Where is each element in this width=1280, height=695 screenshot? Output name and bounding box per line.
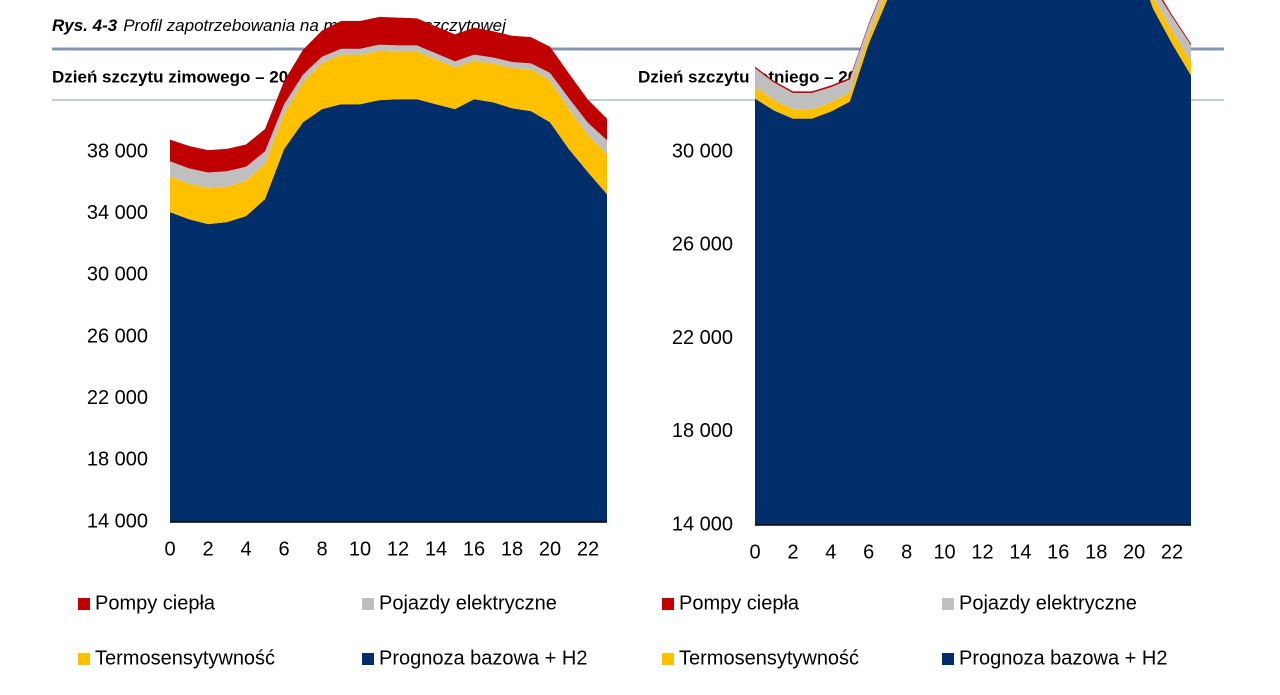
x-tick-label: 6 xyxy=(863,541,874,563)
y-tick-label: 26 000 xyxy=(87,325,148,347)
legend-swatch xyxy=(942,653,954,665)
x-tick-label: 22 xyxy=(577,538,599,560)
x-tick-label: 22 xyxy=(1161,541,1183,563)
x-tick-label: 18 xyxy=(501,538,523,560)
y-tick-label: 30 000 xyxy=(87,264,148,286)
x-tick-label: 20 xyxy=(539,538,561,560)
x-tick-label: 2 xyxy=(202,538,213,560)
legend-swatch xyxy=(662,653,674,665)
x-tick-label: 16 xyxy=(463,538,485,560)
legend-label: Pojazdy elektryczne xyxy=(959,592,1137,614)
x-tick-label: 14 xyxy=(425,538,447,560)
x-tick-label: 8 xyxy=(316,538,327,560)
x-tick-label: 0 xyxy=(749,541,760,563)
legend-label: Termosensytywność xyxy=(679,647,859,669)
y-tick-label: 14 000 xyxy=(672,513,733,535)
area xyxy=(755,0,1191,110)
caption-label: Rys. 4-3 xyxy=(52,16,118,35)
x-tick-label: 18 xyxy=(1085,541,1107,563)
y-tick-label: 34 000 xyxy=(87,202,148,224)
y-tick-label: 26 000 xyxy=(672,234,733,256)
x-tick-label: 4 xyxy=(825,541,836,563)
y-tick-label: 22 000 xyxy=(672,327,733,349)
legend-label: Prognoza bazowa + H2 xyxy=(959,647,1167,669)
legend-swatch xyxy=(362,598,374,610)
legend-swatch xyxy=(362,653,374,665)
area xyxy=(170,16,607,173)
x-tick-label: 10 xyxy=(349,538,371,560)
y-tick-label: 22 000 xyxy=(87,387,148,409)
x-tick-label: 20 xyxy=(1123,541,1145,563)
x-tick-label: 2 xyxy=(787,541,798,563)
y-tick-label: 30 000 xyxy=(672,140,733,162)
x-tick-label: 14 xyxy=(1009,541,1031,563)
legend-label: Termosensytywność xyxy=(95,647,275,669)
x-tick-label: 6 xyxy=(278,538,289,560)
y-tick-label: 38 000 xyxy=(87,140,148,162)
y-tick-label: 18 000 xyxy=(87,449,148,471)
legend-label: Pompy ciepła xyxy=(95,592,216,614)
area xyxy=(170,50,607,225)
area xyxy=(170,44,607,188)
x-tick-label: 4 xyxy=(240,538,251,560)
legend-label: Pompy ciepła xyxy=(679,592,800,614)
area xyxy=(170,99,607,523)
x-tick-label: 16 xyxy=(1047,541,1069,563)
area xyxy=(755,0,1191,525)
x-tick-label: 12 xyxy=(387,538,409,560)
x-tick-label: 0 xyxy=(164,538,175,560)
legend-label: Prognoza bazowa + H2 xyxy=(379,647,587,669)
x-tick-label: 10 xyxy=(933,541,955,563)
legend-swatch xyxy=(662,598,674,610)
x-tick-label: 8 xyxy=(901,541,912,563)
legend-swatch xyxy=(78,598,90,610)
legend-swatch xyxy=(942,598,954,610)
legend-label: Pojazdy elektryczne xyxy=(379,592,557,614)
y-tick-label: 18 000 xyxy=(672,420,733,442)
legend-swatch xyxy=(78,653,90,665)
y-tick-label: 14 000 xyxy=(87,510,148,532)
x-tick-label: 12 xyxy=(971,541,993,563)
